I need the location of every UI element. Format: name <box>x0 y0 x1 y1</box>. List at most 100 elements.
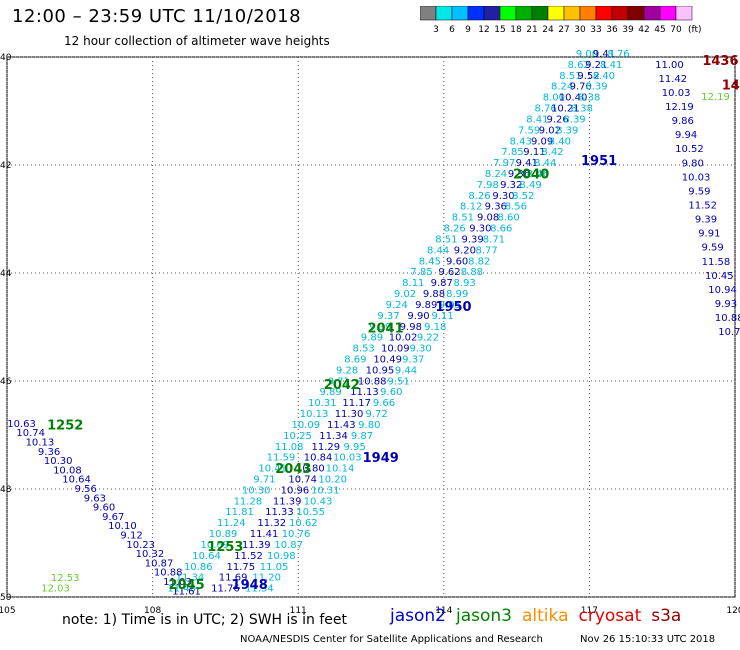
y-tick-label: 44 <box>0 269 12 279</box>
color-scale-label: 27 <box>558 25 569 34</box>
wave-height-value: 8.76 <box>607 49 629 60</box>
legend-item-jason2: jason2 <box>390 606 446 626</box>
color-scale-label: 70 <box>670 25 682 34</box>
wave-height-value: 9.52 <box>577 71 599 82</box>
footnote: note: 1) Time is in UTC; 2) SWH is in fe… <box>62 612 348 628</box>
wave-height-value: 8.62 <box>568 60 590 71</box>
wave-height-value: 11.69 <box>219 573 248 584</box>
wave-height-value: 7.59 <box>518 125 540 136</box>
wave-height-value: 9.87 <box>351 431 373 442</box>
wave-height-value: 8.56 <box>505 202 527 213</box>
wave-height-value: 7.85 <box>410 267 432 278</box>
wave-height-value: 7.97 <box>493 158 515 169</box>
wave-height-value: 9.59 <box>702 243 724 254</box>
wave-height-value: 9.80 <box>682 158 704 169</box>
y-tick-label: 46 <box>0 377 12 387</box>
wave-height-value: 9.11 <box>431 311 453 322</box>
wave-height-value: 10.74 <box>16 428 45 439</box>
wave-height-value: 10.03 <box>682 172 711 183</box>
wave-height-value: 8.00 <box>543 93 565 104</box>
wave-height-value: 8.93 <box>453 278 475 289</box>
wave-height-value: 9.30 <box>409 344 431 355</box>
wave-height-value: 9.90 <box>407 311 429 322</box>
wave-height-value: 10.69 <box>200 540 229 551</box>
plot-frame: 105 108 111 114 117 120 40 42 44 46 48 50 <box>0 53 740 616</box>
wave-height-value: 10.64 <box>62 475 91 486</box>
wave-height-value: 10.41 <box>258 464 287 475</box>
wave-height-value: 8.99 <box>446 289 468 300</box>
pass-time-label: 1949 <box>363 451 399 466</box>
wave-height-value: 9.72 <box>366 409 388 420</box>
wave-height-value: 11.24 <box>217 518 246 529</box>
wave-height-value: 11.03 <box>163 577 192 588</box>
wave-height-value: 11.34 <box>176 573 205 584</box>
wave-height-value: 9.80 <box>358 420 380 431</box>
color-scale-label: 6 <box>449 25 455 34</box>
wave-height-value: 8.26 <box>444 224 466 235</box>
color-scale-label: 30 <box>574 25 586 34</box>
color-scale-label: 15 <box>494 25 505 34</box>
wave-height-value: 8.38 <box>571 104 593 115</box>
wave-height-value: 11.05 <box>260 562 289 573</box>
wave-height-value: 8.41 <box>526 114 548 125</box>
wave-height-value: 9.02 <box>539 125 561 136</box>
wave-height-value: 9.60 <box>93 503 115 514</box>
wave-height-value: 11.39 <box>242 540 271 551</box>
wave-height-value: 9.39 <box>461 234 483 245</box>
wave-height-value: 9.39 <box>369 322 391 333</box>
wave-height-value: 10.30 <box>242 485 271 496</box>
wave-height-value: 9.63 <box>84 493 106 504</box>
color-scale-label: 12 <box>478 25 489 34</box>
wave-height-value: 9.36 <box>485 202 507 213</box>
wave-height-value: 10.76 <box>282 529 311 540</box>
wave-height-value: 8.82 <box>468 256 490 267</box>
wave-height-value: 9.36 <box>508 169 530 180</box>
x-tick-label: 114 <box>435 606 452 616</box>
wave-height-value: 9.36 <box>38 447 60 458</box>
wave-height-value: 9.87 <box>431 278 453 289</box>
wave-height-value: 10.74 <box>288 474 317 485</box>
color-scale-label: 21 <box>526 25 537 34</box>
wave-height-value: 10.21 <box>551 104 580 115</box>
wave-height-value: 10.30 <box>44 456 73 467</box>
wave-height-value: 12.53 <box>51 573 80 584</box>
wave-height-value: 8.40 <box>593 71 615 82</box>
wave-height-value: 8.26 <box>468 191 490 202</box>
wave-height-value: 8.39 <box>585 82 607 93</box>
wave-height-value: 10.43 <box>304 496 333 507</box>
wave-height-value: 10.23 <box>126 540 155 551</box>
wave-height-value: 9.94 <box>675 130 697 141</box>
pass-time-label: 1253 <box>207 540 243 555</box>
wave-height-value: 9.44 <box>395 365 417 376</box>
wave-height-value: 9.22 <box>417 333 439 344</box>
wave-height-value: 8.41 <box>600 60 622 71</box>
wave-height-value: 11.33 <box>265 507 294 518</box>
wave-height-value: 10.20 <box>318 474 347 485</box>
wave-height-value: 8.51 <box>559 71 581 82</box>
wave-height-value: 10.13 <box>26 438 55 449</box>
wave-height-value: 9.93 <box>715 299 737 310</box>
wave-height-value: 10.63 <box>7 419 36 430</box>
wave-height-value: 9.24 <box>386 300 408 311</box>
wave-height-value: 8.24 <box>551 82 573 93</box>
wave-height-value: 10.55 <box>296 507 325 518</box>
wave-height-value: 10.86 <box>184 562 213 573</box>
wave-height-value: 10.98 <box>267 551 296 562</box>
wave-height-value: 8.52 <box>512 191 534 202</box>
wave-height-value: 12.19 <box>665 102 694 113</box>
pass-time-label: 1950 <box>435 300 471 315</box>
pass-time-label: 1435 <box>722 78 740 93</box>
wave-height-value: 9.71 <box>328 376 350 387</box>
y-tick-label: 42 <box>0 161 11 171</box>
generated-timestamp: Nov 26 15:10:33 UTC 2018 <box>580 634 716 645</box>
color-scale-label: 3 <box>433 25 439 34</box>
wave-height-value: 11.75 <box>227 562 256 573</box>
wave-height-value: 11.34 <box>319 431 348 442</box>
wave-height-value: 10.40 <box>559 93 588 104</box>
wave-height-value: 10.45 <box>705 271 734 282</box>
wave-height-value: 11.13 <box>350 387 379 398</box>
wave-height-value: 9.95 <box>344 442 366 453</box>
color-scale-label: 9 <box>465 25 471 34</box>
wave-height-value: 10.03 <box>333 453 362 464</box>
